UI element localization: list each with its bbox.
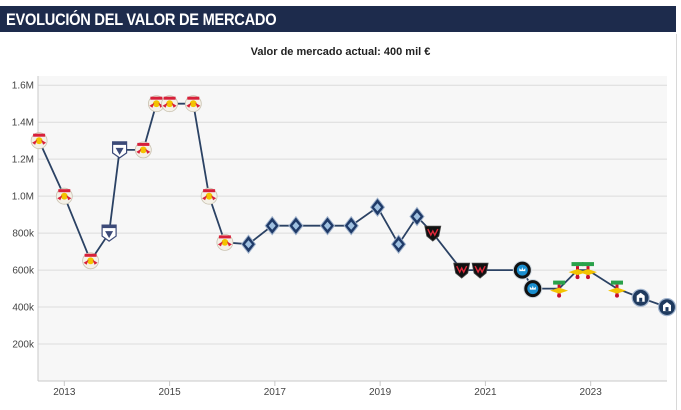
y-tick-label: 1.6M [12,81,34,92]
tick-labels: 200k 400k 600k 800k 1.0M 1.2M 1.4M 1.6M 2013 2015… [12,81,602,398]
section-header: EVOLUCIÓN DEL VALOR DE MERCADO [0,6,676,32]
data-point-tolima-icon[interactable] [579,262,597,280]
grid-lines [38,84,667,345]
panel-border [676,34,677,410]
data-point-whitecaps-icon[interactable] [264,215,280,236]
data-point-whitecaps-icon[interactable] [390,234,407,255]
section-title: EVOLUCIÓN DEL VALOR DE MERCADO [6,10,277,29]
data-point-tolima-icon[interactable] [568,262,587,280]
x-tick-label: 2017 [264,387,287,398]
chart-subtitle: Valor de mercado actual: 400 mil € [250,46,431,58]
x-tick-label: 2015 [158,387,181,398]
data-point-redbulls-icon[interactable] [30,132,48,150]
data-point-dcunited-icon[interactable] [471,262,489,279]
data-point-redbulls-icon[interactable] [200,187,218,205]
data-point-tolima-icon[interactable] [550,280,569,298]
y-tick-label: 1.0M [12,192,34,203]
data-point-tampa-icon[interactable] [631,288,650,307]
data-point-eagle-icon[interactable] [111,141,128,159]
x-tick-label: 2013 [53,387,76,398]
data-point-redbulls-icon[interactable] [134,141,152,159]
data-point-whitecaps-icon[interactable] [369,197,386,218]
data-point-redbulls-icon[interactable] [55,187,73,205]
data-point-whitecaps-icon[interactable] [288,215,304,236]
y-tick-label: 600k [12,266,35,277]
y-tick-label: 400k [12,303,35,314]
y-tick-label: 200k [12,340,35,351]
data-point-charlotte-icon[interactable] [512,260,532,280]
data-point-redbulls-icon[interactable] [82,252,99,270]
data-point-dcunited-icon[interactable] [453,262,471,279]
data-point-redbulls-icon[interactable] [147,95,165,113]
data-point-redbulls-icon[interactable] [161,95,179,113]
data-point-redbulls-icon[interactable] [184,95,202,113]
data-point-tampa-icon[interactable] [657,298,677,317]
data-point-whitecaps-icon[interactable] [240,234,257,255]
data-point-charlotte-icon[interactable] [523,279,543,299]
data-point-whitecaps-icon[interactable] [409,206,425,227]
data-markers [30,95,677,317]
y-tick-label: 800k [12,229,35,240]
data-point-whitecaps-icon[interactable] [343,215,359,236]
x-tick-label: 2023 [580,387,603,398]
data-point-tolima-icon[interactable] [608,280,626,298]
y-tick-label: 1.2M [12,155,34,166]
y-tick-label: 1.4M [12,118,34,129]
data-point-dcunited-icon[interactable] [424,225,442,242]
data-point-whitecaps-icon[interactable] [319,215,336,236]
axes [37,76,667,386]
data-point-redbulls-icon[interactable] [216,233,234,251]
x-tick-label: 2019 [369,387,392,398]
data-point-eagle-icon[interactable] [101,224,117,242]
x-tick-label: 2021 [474,387,497,398]
